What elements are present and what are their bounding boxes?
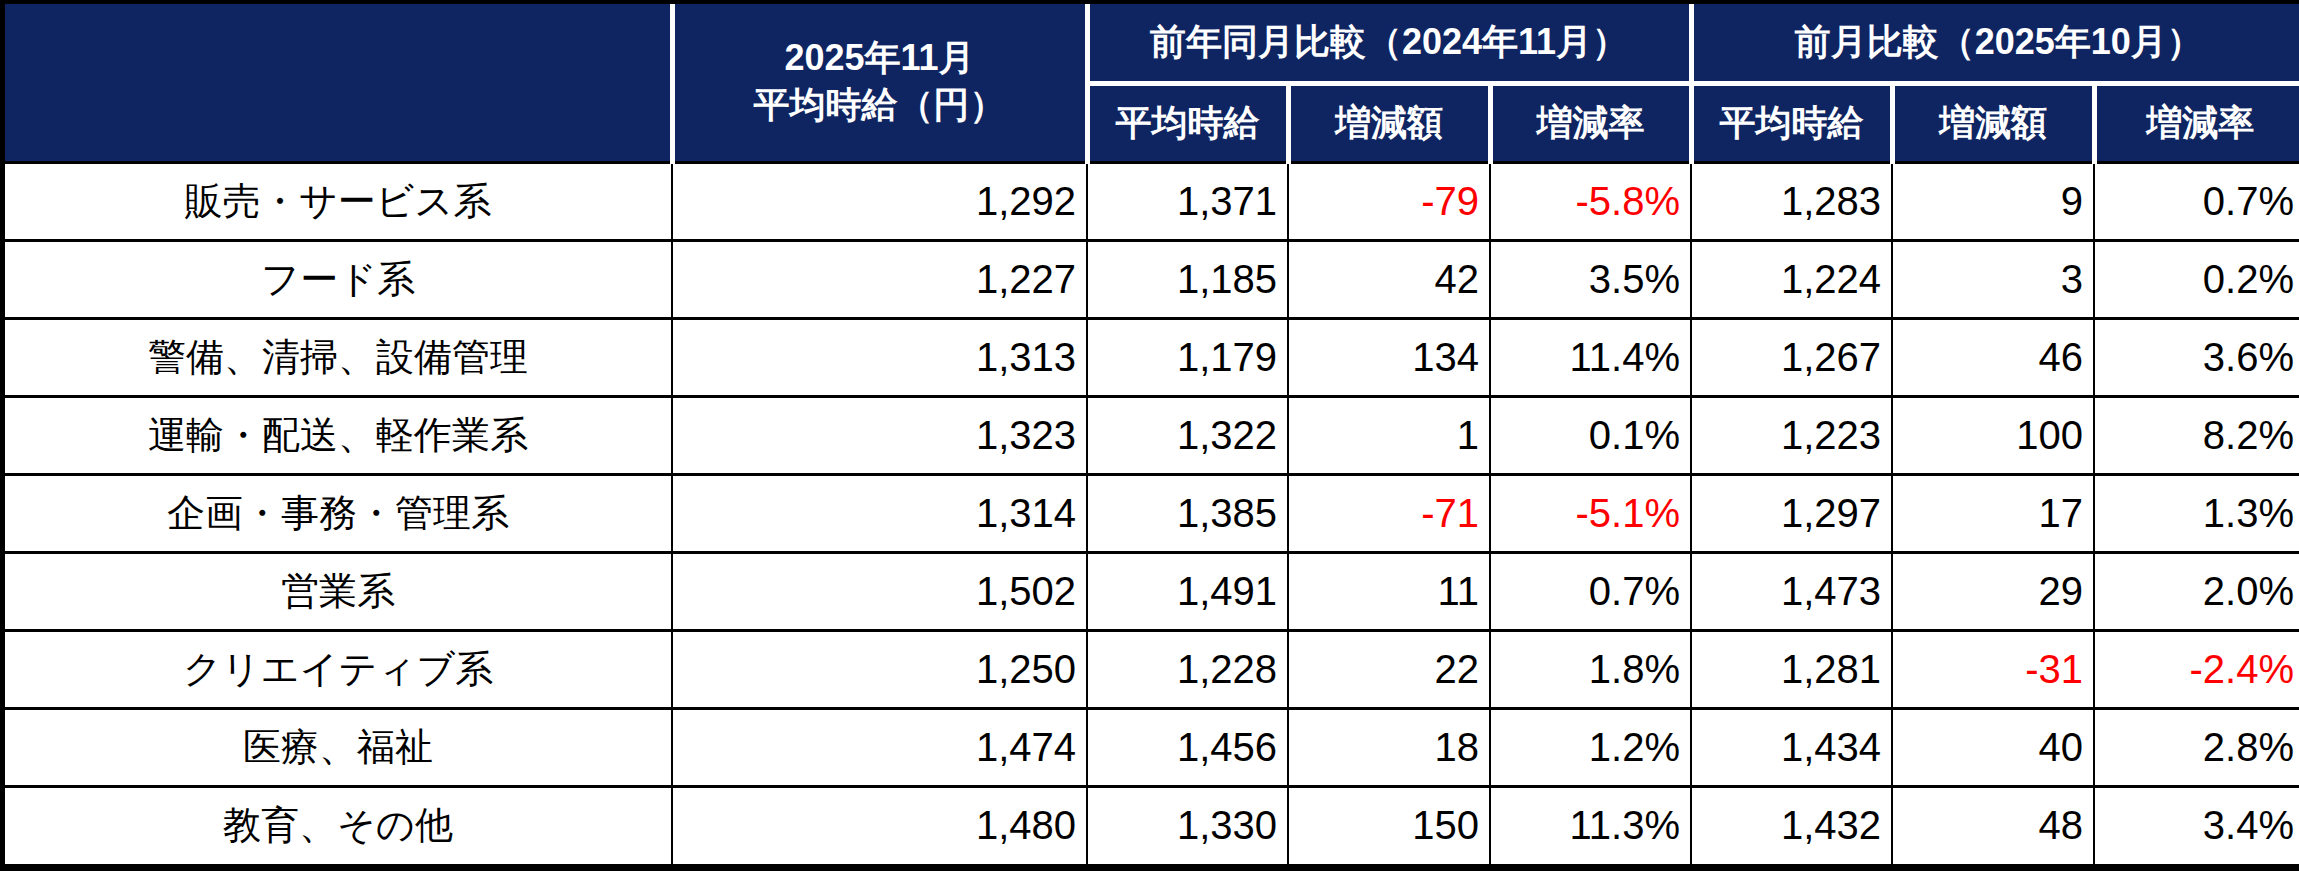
current-cell: 1,480 <box>672 786 1087 864</box>
yoy-diff-cell: 11 <box>1288 552 1490 630</box>
yoy-diff-rate-header: 増減率 <box>1490 83 1691 162</box>
yoy-avg-cell: 1,385 <box>1087 474 1288 552</box>
mom-rate-cell: 2.0% <box>2094 552 2299 630</box>
mom-comparison-group-header: 前月比較（2025年10月） <box>1691 4 2299 83</box>
current-cell: 1,502 <box>672 552 1087 630</box>
mom-rate-cell: 0.7% <box>2094 162 2299 240</box>
category-cell: 運輸・配送、軽作業系 <box>5 396 672 474</box>
current-cell: 1,292 <box>672 162 1087 240</box>
current-month-avg-header-line1: 2025年11月 <box>784 37 974 78</box>
category-column-header <box>5 4 672 162</box>
yoy-avg-cell: 1,185 <box>1087 240 1288 318</box>
current-cell: 1,227 <box>672 240 1087 318</box>
yoy-rate-cell: 1.8% <box>1490 630 1691 708</box>
mom-avg-cell: 1,432 <box>1691 786 1892 864</box>
yoy-avg-cell: 1,179 <box>1087 318 1288 396</box>
mom-avg-wage-header: 平均時給 <box>1691 83 1892 162</box>
yoy-rate-cell: -5.8% <box>1490 162 1691 240</box>
mom-rate-cell: -2.4% <box>2094 630 2299 708</box>
wage-comparison-table: 2025年11月平均時給（円） 前年同月比較（2024年11月） 前月比較（20… <box>5 4 2299 864</box>
current-cell: 1,313 <box>672 318 1087 396</box>
current-cell: 1,323 <box>672 396 1087 474</box>
yoy-rate-cell: 11.3% <box>1490 786 1691 864</box>
yoy-diff-cell: 18 <box>1288 708 1490 786</box>
table-row: 販売・サービス系1,2921,371-79-5.8%1,28390.7% <box>5 162 2299 240</box>
yoy-avg-cell: 1,228 <box>1087 630 1288 708</box>
mom-avg-cell: 1,473 <box>1691 552 1892 630</box>
current-month-avg-header-line2: 平均時給（円） <box>754 84 1006 125</box>
mom-rate-cell: 3.6% <box>2094 318 2299 396</box>
table-row: フード系1,2271,185423.5%1,22430.2% <box>5 240 2299 318</box>
yoy-rate-cell: 3.5% <box>1490 240 1691 318</box>
yoy-diff-cell: 1 <box>1288 396 1490 474</box>
mom-diff-cell: 48 <box>1892 786 2094 864</box>
mom-rate-cell: 1.3% <box>2094 474 2299 552</box>
yoy-avg-cell: 1,491 <box>1087 552 1288 630</box>
yoy-avg-cell: 1,456 <box>1087 708 1288 786</box>
current-cell: 1,314 <box>672 474 1087 552</box>
table-row: 警備、清掃、設備管理1,3131,17913411.4%1,267463.6% <box>5 318 2299 396</box>
yoy-avg-wage-header: 平均時給 <box>1087 83 1288 162</box>
table-header: 2025年11月平均時給（円） 前年同月比較（2024年11月） 前月比較（20… <box>5 4 2299 162</box>
yoy-diff-cell: 150 <box>1288 786 1490 864</box>
mom-rate-cell: 0.2% <box>2094 240 2299 318</box>
yoy-diff-cell: -71 <box>1288 474 1490 552</box>
yoy-diff-amount-header: 増減額 <box>1288 83 1490 162</box>
mom-diff-cell: -31 <box>1892 630 2094 708</box>
yoy-avg-cell: 1,330 <box>1087 786 1288 864</box>
category-cell: クリエイティブ系 <box>5 630 672 708</box>
yoy-diff-cell: 42 <box>1288 240 1490 318</box>
mom-rate-cell: 3.4% <box>2094 786 2299 864</box>
table-row: 企画・事務・管理系1,3141,385-71-5.1%1,297171.3% <box>5 474 2299 552</box>
category-cell: 企画・事務・管理系 <box>5 474 672 552</box>
mom-diff-amount-header: 増減額 <box>1892 83 2094 162</box>
mom-diff-cell: 9 <box>1892 162 2094 240</box>
mom-diff-rate-header: 増減率 <box>2094 83 2299 162</box>
mom-rate-cell: 8.2% <box>2094 396 2299 474</box>
current-cell: 1,474 <box>672 708 1087 786</box>
yoy-rate-cell: 0.7% <box>1490 552 1691 630</box>
mom-avg-cell: 1,283 <box>1691 162 1892 240</box>
yoy-diff-cell: 134 <box>1288 318 1490 396</box>
mom-diff-cell: 29 <box>1892 552 2094 630</box>
mom-avg-cell: 1,267 <box>1691 318 1892 396</box>
category-cell: 医療、福祉 <box>5 708 672 786</box>
yoy-diff-cell: -79 <box>1288 162 1490 240</box>
category-cell: 警備、清掃、設備管理 <box>5 318 672 396</box>
mom-avg-cell: 1,223 <box>1691 396 1892 474</box>
table-row: 営業系1,5021,491110.7%1,473292.0% <box>5 552 2299 630</box>
yoy-comparison-group-header: 前年同月比較（2024年11月） <box>1087 4 1691 83</box>
category-cell: フード系 <box>5 240 672 318</box>
mom-diff-cell: 40 <box>1892 708 2094 786</box>
table-row: 教育、その他1,4801,33015011.3%1,432483.4% <box>5 786 2299 864</box>
yoy-rate-cell: 1.2% <box>1490 708 1691 786</box>
mom-diff-cell: 3 <box>1892 240 2094 318</box>
current-month-avg-header: 2025年11月平均時給（円） <box>672 4 1087 162</box>
current-cell: 1,250 <box>672 630 1087 708</box>
mom-avg-cell: 1,281 <box>1691 630 1892 708</box>
wage-table-frame: 2025年11月平均時給（円） 前年同月比較（2024年11月） 前月比較（20… <box>0 0 2299 871</box>
mom-avg-cell: 1,297 <box>1691 474 1892 552</box>
yoy-rate-cell: 11.4% <box>1490 318 1691 396</box>
mom-avg-cell: 1,224 <box>1691 240 1892 318</box>
yoy-rate-cell: 0.1% <box>1490 396 1691 474</box>
table-row: 運輸・配送、軽作業系1,3231,32210.1%1,2231008.2% <box>5 396 2299 474</box>
table-body: 販売・サービス系1,2921,371-79-5.8%1,28390.7%フード系… <box>5 162 2299 864</box>
category-cell: 営業系 <box>5 552 672 630</box>
yoy-diff-cell: 22 <box>1288 630 1490 708</box>
category-cell: 販売・サービス系 <box>5 162 672 240</box>
mom-diff-cell: 17 <box>1892 474 2094 552</box>
category-cell: 教育、その他 <box>5 786 672 864</box>
yoy-rate-cell: -5.1% <box>1490 474 1691 552</box>
mom-diff-cell: 100 <box>1892 396 2094 474</box>
table-row: 医療、福祉1,4741,456181.2%1,434402.8% <box>5 708 2299 786</box>
mom-avg-cell: 1,434 <box>1691 708 1892 786</box>
yoy-avg-cell: 1,322 <box>1087 396 1288 474</box>
mom-rate-cell: 2.8% <box>2094 708 2299 786</box>
mom-diff-cell: 46 <box>1892 318 2094 396</box>
yoy-avg-cell: 1,371 <box>1087 162 1288 240</box>
table-row: クリエイティブ系1,2501,228221.8%1,281-31-2.4% <box>5 630 2299 708</box>
